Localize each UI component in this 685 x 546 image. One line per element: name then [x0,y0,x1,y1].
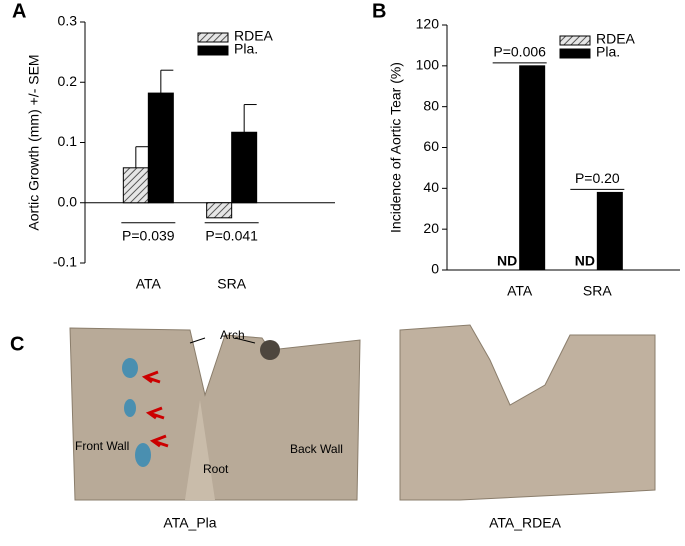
x-tick-label: SRA [583,283,612,299]
photo-caption: ATA_RDEA [489,515,561,531]
bar [122,167,149,204]
legend-swatch [559,48,591,59]
y-axis-label: Incidence of Aortic Tear (%) [388,62,404,233]
y-tick-label: 120 [416,16,440,32]
annotation: P=0.041 [205,227,258,243]
y-tick-label: 0.2 [58,73,78,89]
photo-label: Root [203,462,229,476]
photo-label: Back Wall [290,442,343,456]
y-tick-label: 100 [416,57,440,73]
x-tick-label: SRA [217,276,246,292]
bar [206,202,233,219]
x-tick-label: ATA [136,276,162,292]
photo-right [399,324,656,501]
y-tick-label: -0.1 [53,254,77,270]
y-tick-label: 80 [423,97,439,113]
panel-label: B [372,0,386,22]
annotation: P=0.039 [122,227,175,243]
photo-caption: ATA_Pla [163,515,216,531]
legend-label: Pla. [234,41,258,57]
y-tick-label: 20 [423,220,439,236]
legend-swatch [197,32,229,43]
annotation: P=0.20 [575,170,620,186]
y-tick-label: 0.1 [58,133,78,149]
y-tick-label: 0.0 [58,193,78,209]
legend-label: RDEA [596,31,636,47]
legend-swatch [197,45,229,56]
bar [596,191,623,271]
panel-label: A [12,0,26,22]
bar [147,92,174,204]
x-tick-label: ATA [507,283,533,299]
y-tick-label: 0.3 [58,13,78,29]
annotation: P=0.006 [493,44,546,60]
value-label: ND [575,253,595,269]
panel-label: C [10,333,24,355]
photo-left [69,327,361,501]
legend-label: RDEA [234,28,274,44]
legend-swatch [559,35,591,46]
bar [519,65,546,271]
bar [231,131,258,204]
y-tick-label: 40 [423,179,439,195]
photo-label: Front Wall [75,439,129,453]
value-label: ND [497,253,517,269]
y-tick-label: 60 [423,138,439,154]
photo-label: Arch [220,328,245,342]
legend-label: Pla. [596,44,620,60]
y-axis-label: Aortic Growth (mm) +/- SEM [26,54,42,230]
y-tick-label: 0 [431,261,439,277]
